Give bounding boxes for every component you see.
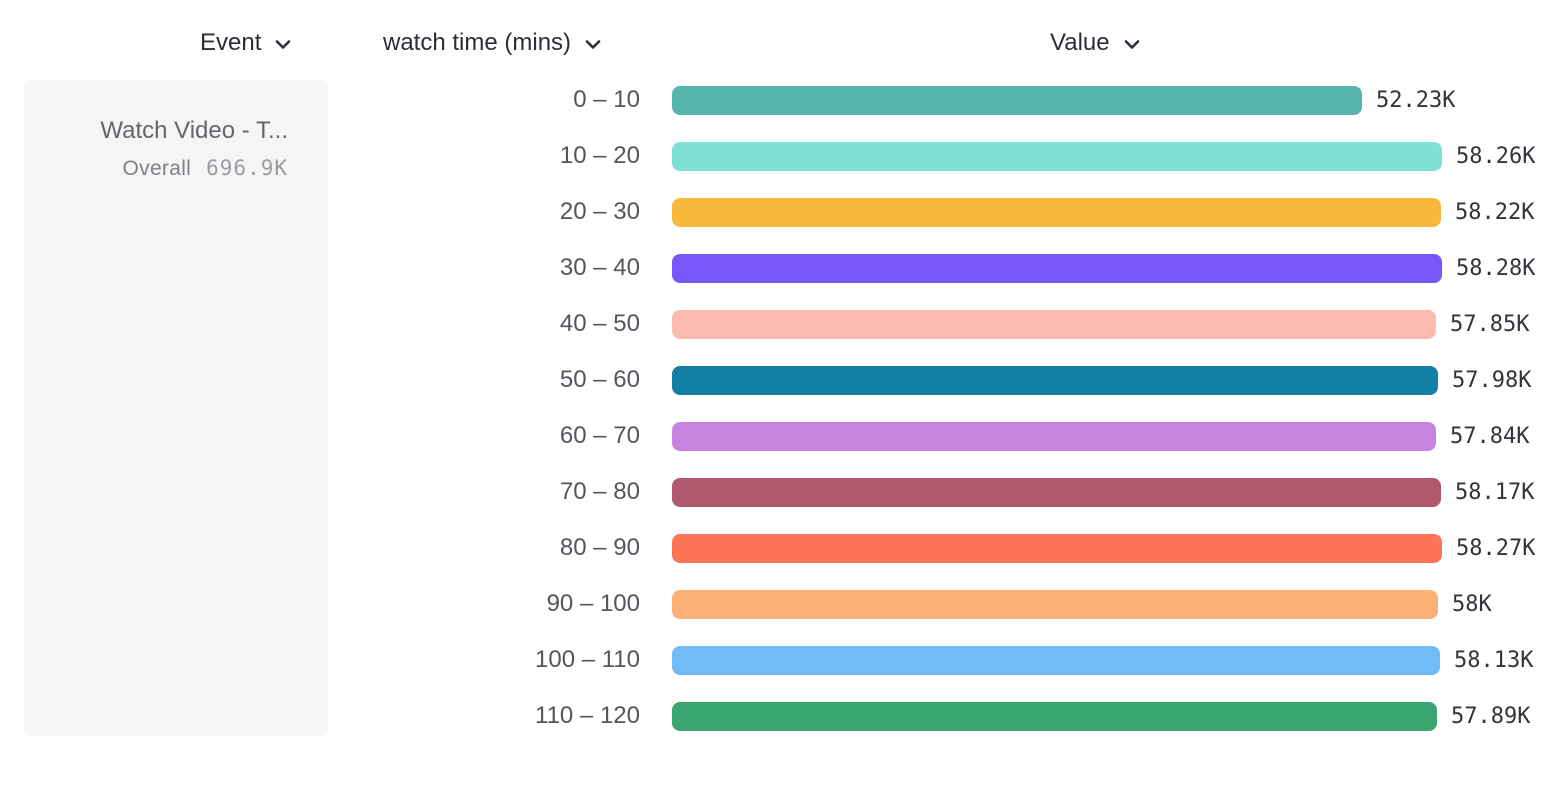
category-label: 70 – 80 <box>559 478 640 505</box>
value-label: 58.27K <box>1456 535 1536 561</box>
bar-row: 20 – 30 58.22K <box>0 184 1568 240</box>
bar[interactable] <box>672 141 1442 171</box>
value-label: 58.22K <box>1455 199 1535 225</box>
bar[interactable] <box>672 533 1442 563</box>
bar[interactable] <box>672 197 1441 227</box>
category-label: 60 – 70 <box>559 422 640 449</box>
bar[interactable] <box>672 589 1438 619</box>
bar[interactable] <box>672 85 1362 115</box>
bar-row: 80 – 90 58.27K <box>0 520 1568 576</box>
value-label: 52.23K <box>1376 87 1456 113</box>
value-column-dropdown[interactable]: Value <box>1050 29 1140 57</box>
bar[interactable] <box>672 645 1440 675</box>
bar-row: 60 – 70 57.84K <box>0 408 1568 464</box>
category-label: 0 – 10 <box>573 86 640 113</box>
bar-row: 30 – 40 58.28K <box>0 240 1568 296</box>
bar[interactable] <box>672 253 1442 283</box>
overall-value: 696.9K <box>206 156 288 181</box>
category-label: 10 – 20 <box>559 142 640 169</box>
value-label: 57.89K <box>1451 703 1531 729</box>
bar-row: 10 – 20 58.26K <box>0 128 1568 184</box>
bar-row: 100 – 110 58.13K <box>0 632 1568 688</box>
category-label: 110 – 120 <box>535 702 640 729</box>
event-column-dropdown[interactable]: Event <box>200 29 291 57</box>
bar[interactable] <box>672 365 1438 395</box>
event-name: Watch Video - T... <box>100 118 288 144</box>
event-overall-row: Overall 696.9K <box>44 156 288 181</box>
value-label: 58.28K <box>1456 255 1536 281</box>
bar-row: 0 – 10 52.23K <box>0 72 1568 128</box>
value-label: 58K <box>1452 591 1492 617</box>
value-label: 57.98K <box>1452 367 1532 393</box>
value-label: 57.85K <box>1450 311 1530 337</box>
category-label: 30 – 40 <box>559 254 640 281</box>
category-label: 80 – 90 <box>559 534 640 561</box>
value-label: 58.17K <box>1455 479 1535 505</box>
value-column-label: Value <box>1050 29 1110 56</box>
breakdown-column-label: watch time (mins) <box>383 29 572 56</box>
bar-row: 90 – 100 58K <box>0 576 1568 632</box>
event-column-label: Event <box>200 29 262 56</box>
event-card[interactable]: Watch Video - T... Overall 696.9K <box>24 80 328 736</box>
category-label: 100 – 110 <box>535 646 640 673</box>
value-label: 58.26K <box>1456 143 1536 169</box>
bar-row: 70 – 80 58.17K <box>0 464 1568 520</box>
value-label: 57.84K <box>1450 423 1530 449</box>
bar[interactable] <box>672 309 1436 339</box>
category-label: 90 – 100 <box>546 590 640 617</box>
category-label: 50 – 60 <box>559 366 640 393</box>
bar[interactable] <box>672 477 1441 507</box>
category-label: 40 – 50 <box>559 310 640 337</box>
bar-chart-rows: 0 – 10 52.23K 10 – 20 58.26K 20 – 30 58.22K 30… <box>0 72 1568 744</box>
category-label: 20 – 30 <box>559 198 640 225</box>
bar-row: 50 – 60 57.98K <box>0 352 1568 408</box>
bar-row: 40 – 50 57.85K <box>0 296 1568 352</box>
chevron-down-icon <box>1124 39 1140 50</box>
bar-row: 110 – 120 57.89K <box>0 688 1568 744</box>
overall-label: Overall <box>122 157 192 181</box>
breakdown-column-dropdown[interactable]: watch time (mins) <box>383 29 601 57</box>
chevron-down-icon <box>585 39 601 50</box>
bar[interactable] <box>672 701 1437 731</box>
chevron-down-icon <box>275 39 291 50</box>
value-label: 58.13K <box>1454 647 1534 673</box>
bar[interactable] <box>672 421 1436 451</box>
